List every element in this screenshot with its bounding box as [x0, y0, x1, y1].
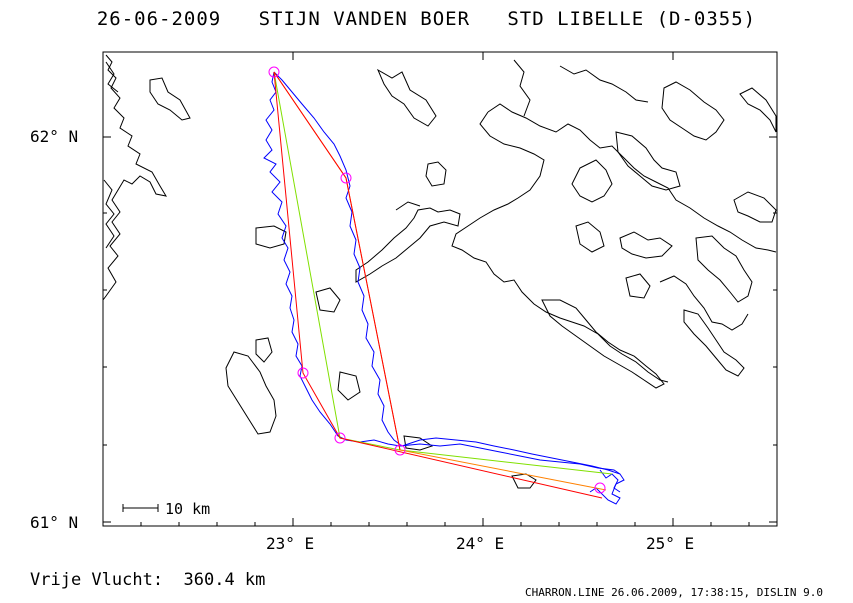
turnpoint-2 [340, 172, 352, 184]
distance-label: Vrije Vlucht: 360.4 km [30, 570, 266, 590]
turnpoint-6 [594, 482, 606, 494]
coastline [102, 54, 777, 489]
axis-ticks [103, 52, 777, 526]
turnpoint-1 [268, 66, 280, 78]
scale-bar-label: 10 km [165, 500, 210, 518]
turnpoint-3 [297, 367, 309, 379]
lat-label-62: 62° N [30, 127, 78, 146]
lon-label-25: 25° E [646, 534, 694, 553]
lon-label-23: 23° E [266, 534, 314, 553]
turnpoint-4 [334, 432, 346, 444]
gps-track [263, 71, 625, 505]
turnpoints [268, 66, 606, 494]
task-green-leg [273, 71, 613, 475]
map-title: 26-06-2009 STIJN VANDEN BOER STD LIBELLE… [96, 8, 757, 30]
lon-label-24: 24° E [456, 534, 504, 553]
lat-label-61: 61° N [30, 513, 78, 532]
task-orange-leg [273, 71, 607, 491]
credit-label: CHARRON.LINE 26.06.2009, 17:38:15, DISLI… [524, 586, 823, 599]
task-red-leg [273, 71, 603, 499]
map-frame [102, 51, 778, 527]
scale-bar [122, 504, 159, 512]
turnpoint-5 [394, 444, 406, 456]
